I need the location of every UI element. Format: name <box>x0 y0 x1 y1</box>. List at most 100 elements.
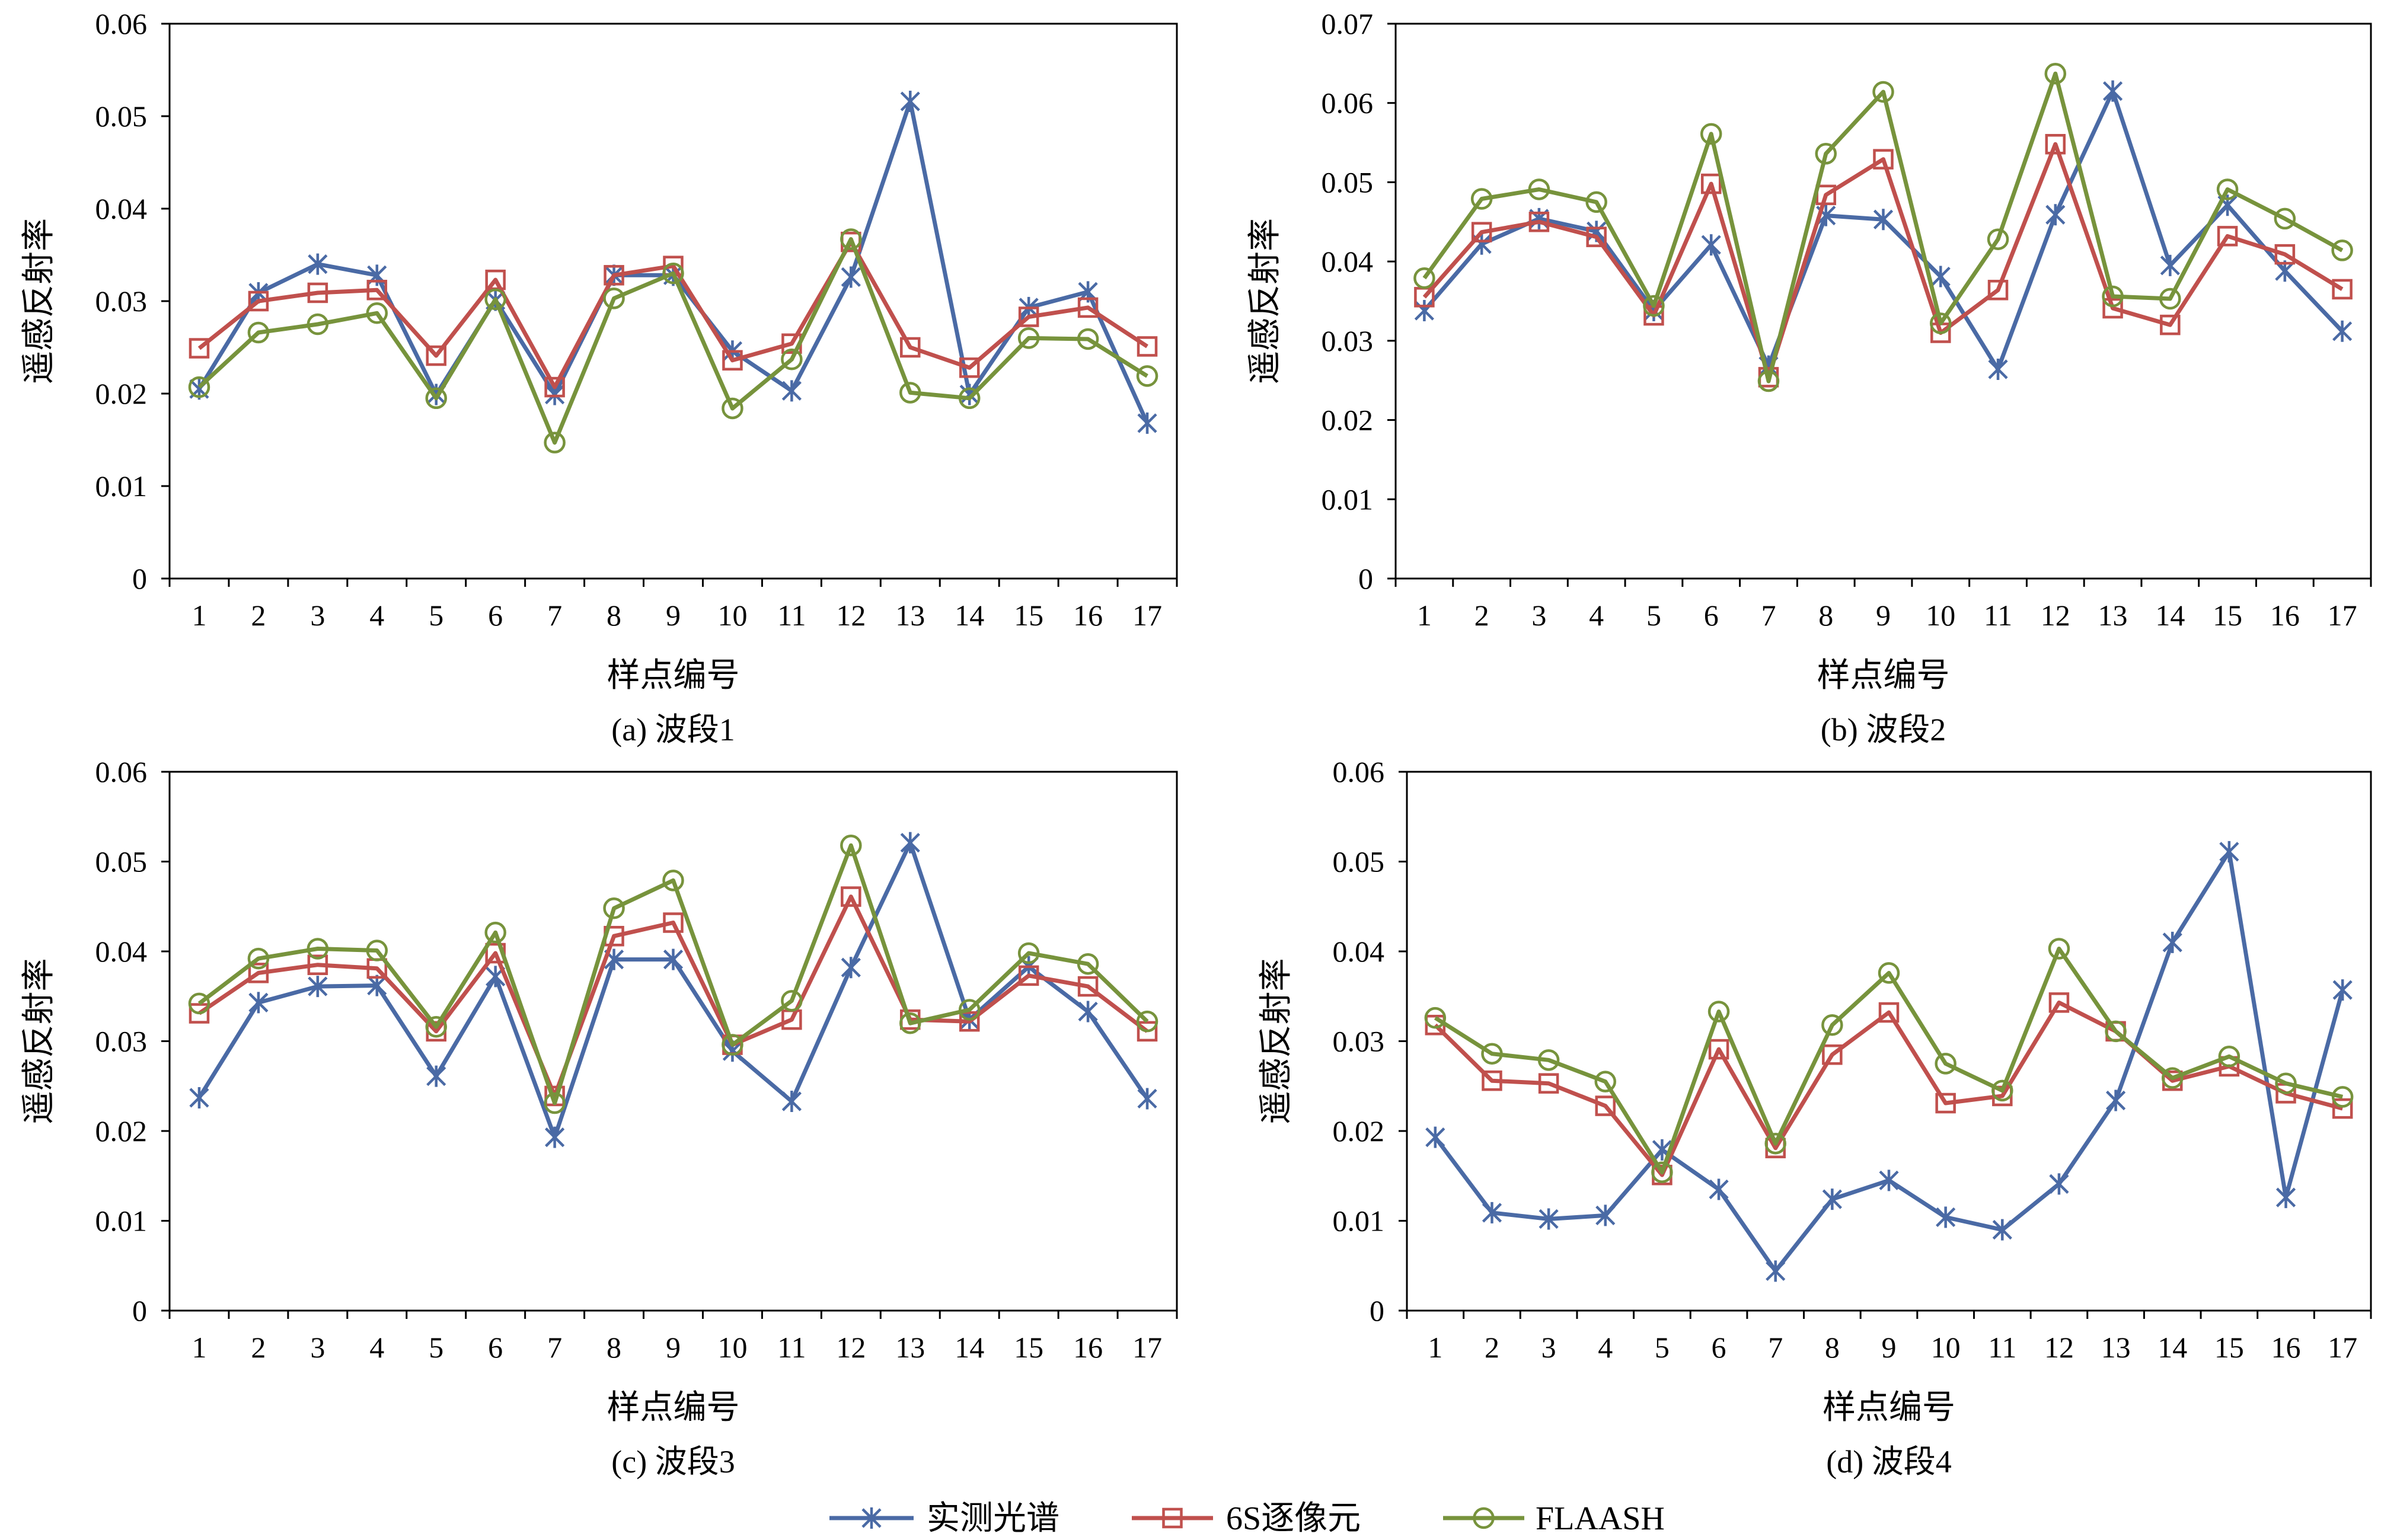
circle-marker <box>544 1092 566 1114</box>
x-tick-label: 14 <box>955 599 984 632</box>
circle-marker <box>2159 287 2181 310</box>
x-tick-label: 16 <box>1073 599 1103 632</box>
star-marker <box>2275 1187 2296 1209</box>
square-marker <box>1595 1095 1616 1116</box>
chart-panel-3: 00.010.020.030.040.050.061 2 3 4 5 6 7 8 9 10 11 12… <box>21 755 1178 1480</box>
data-point <box>1757 370 1780 392</box>
data-point <box>426 1065 446 1087</box>
x-tick-label: 14 <box>955 1331 984 1364</box>
data-point <box>1700 123 1722 145</box>
data-point <box>1136 1010 1158 1033</box>
circle-marker <box>722 397 743 420</box>
data-point <box>1709 1178 1729 1200</box>
y-tick-label: 0.03 <box>95 1025 148 1058</box>
x-tick-label: 17 <box>2328 599 2357 632</box>
circle-marker <box>307 313 329 336</box>
square-marker <box>959 357 980 378</box>
star-marker <box>2049 1173 2069 1195</box>
x-tick-label: 6 <box>1712 1331 1726 1364</box>
data-point <box>2218 1046 2240 1068</box>
circle-marker <box>2044 62 2067 85</box>
data-point <box>1988 358 2008 380</box>
data-point <box>2105 1020 2127 1043</box>
x-tick-label: 2 <box>1474 599 1489 632</box>
circle-marker <box>1077 953 1099 975</box>
x-tick-label: 6 <box>488 599 503 632</box>
data-point <box>425 1016 447 1038</box>
circle-marker <box>247 947 270 970</box>
y-tick-label: 0.04 <box>1333 935 1385 968</box>
circle-marker <box>1077 328 1099 350</box>
x-tick-label: 12 <box>2044 1331 2074 1364</box>
data-point <box>1878 962 1900 984</box>
data-point <box>1018 965 1039 986</box>
x-tick-label: 15 <box>2213 599 2242 632</box>
data-point <box>1537 1049 1560 1071</box>
data-point <box>426 345 446 366</box>
data-point <box>1930 266 1951 287</box>
data-point <box>662 262 684 285</box>
chart-panel-4: 00.010.020.030.040.050.061 2 3 4 5 6 7 8 9 10 11 12… <box>1258 755 2372 1480</box>
y-tick-label: 0.02 <box>1333 1114 1385 1148</box>
data-point <box>722 350 743 371</box>
data-point <box>722 397 743 420</box>
square-marker <box>544 376 565 398</box>
chart-caption: (a) 波段1 <box>611 712 735 747</box>
chart-caption: (b) 波段2 <box>1821 712 1946 747</box>
x-tick-label: 14 <box>2155 599 2185 632</box>
circle-marker <box>781 349 803 370</box>
square-marker <box>900 337 921 358</box>
x-tick-label: 3 <box>1531 599 1546 632</box>
square-marker <box>1700 173 1722 194</box>
circle-marker <box>484 288 506 311</box>
circle-marker <box>1764 1132 1786 1155</box>
data-point <box>2048 938 2070 960</box>
x-tick-label: 15 <box>1014 599 1043 632</box>
square-marker <box>2102 298 2123 319</box>
x-tick-label: 3 <box>310 599 325 632</box>
y-axis-title: 遥感反射率 <box>1247 218 1284 384</box>
data-point <box>603 897 625 919</box>
square-marker <box>1878 1002 1900 1023</box>
data-point <box>188 992 210 1015</box>
star-marker <box>1988 358 2008 380</box>
x-tick-label: 11 <box>1984 599 2012 632</box>
data-point <box>307 282 328 303</box>
data-point <box>1482 1070 1502 1091</box>
x-tick-label: 13 <box>895 599 925 632</box>
star-marker <box>861 1507 882 1529</box>
circle-marker <box>603 287 625 309</box>
data-point <box>2048 992 2070 1013</box>
x-tick-label: 17 <box>1132 1331 1162 1364</box>
square-marker <box>1137 1021 1158 1042</box>
square-marker <box>189 1003 210 1024</box>
x-tick-label: 2 <box>251 599 266 632</box>
circle-marker <box>1537 1049 1560 1071</box>
data-point <box>1707 1001 1730 1023</box>
y-axis-title: 遥感反射率 <box>1258 958 1295 1124</box>
star-marker <box>1930 266 1951 287</box>
data-point <box>900 337 921 358</box>
star-marker <box>189 1087 209 1108</box>
star-marker <box>1078 1001 1098 1023</box>
series-line-circle <box>197 843 1149 1106</box>
data-point <box>722 1034 743 1056</box>
y-tick-label: 0.07 <box>1322 7 1374 40</box>
data-point <box>366 280 388 301</box>
star-marker <box>2219 841 2239 862</box>
x-tick-label: 12 <box>836 599 866 632</box>
data-point <box>1935 1053 1956 1075</box>
y-tick-label: 0.06 <box>95 7 148 40</box>
y-tick-label: 0.05 <box>95 845 148 878</box>
data-point <box>663 912 684 933</box>
star-marker <box>781 1091 802 1113</box>
data-point <box>2159 287 2181 310</box>
circle-marker <box>603 897 625 919</box>
y-tick-label: 0.01 <box>95 469 148 503</box>
x-tick-label: 16 <box>1073 1331 1103 1364</box>
x-tick-label: 13 <box>2098 599 2128 632</box>
data-point <box>2162 931 2182 953</box>
star-marker <box>248 992 269 1014</box>
data-point <box>1424 1007 1447 1029</box>
x-tick-label: 5 <box>429 599 443 632</box>
